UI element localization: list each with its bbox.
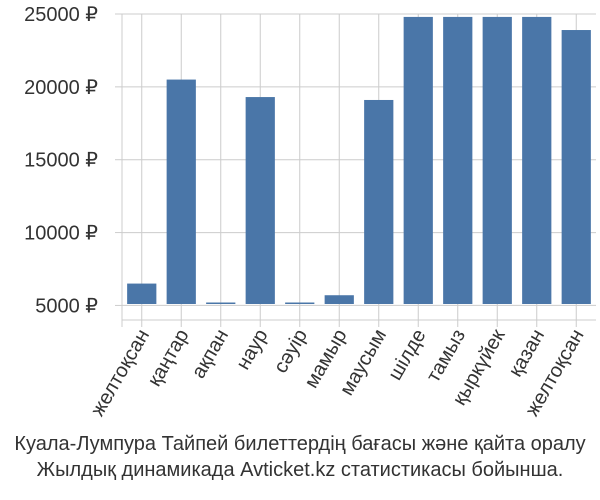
bar [482, 16, 512, 305]
caption-line-2: Жылдық динамикада Avticket.kz статистика… [36, 459, 564, 481]
bar [443, 16, 473, 305]
bar [206, 302, 236, 304]
bar [127, 283, 157, 304]
y-tick-label: 15000 ₽ [24, 150, 98, 172]
bar [403, 16, 433, 305]
caption-line-1: Куала-Лумпура Тайпей билеттердің бағасы … [14, 433, 586, 455]
y-tick-labels: 5000 ₽ 10000 ₽ 15000 ₽ 20000 ₽ 25000 ₽ [24, 4, 98, 317]
y-tick-label: 20000 ₽ [24, 77, 98, 99]
axis-layer [115, 13, 596, 327]
bar [166, 79, 196, 304]
x-tick-label: наур [232, 326, 272, 374]
bar-chart: 5000 ₽ 10000 ₽ 15000 ₽ 20000 ₽ 25000 ₽ желто… [24, 4, 596, 420]
y-tick-label: 5000 ₽ [35, 295, 98, 317]
bar [324, 295, 354, 304]
bar [561, 30, 591, 305]
bar [364, 99, 394, 304]
y-tick-label: 10000 ₽ [24, 223, 98, 245]
bar-layer [127, 16, 591, 305]
bar [522, 16, 552, 305]
bar [285, 302, 315, 304]
x-tick-label: ақпан [188, 326, 233, 383]
x-tick-label: сәуір [270, 326, 312, 377]
bar [245, 97, 275, 304]
y-tick-label: 25000 ₽ [24, 4, 98, 26]
x-tick-label: желтоқсан [87, 326, 154, 421]
